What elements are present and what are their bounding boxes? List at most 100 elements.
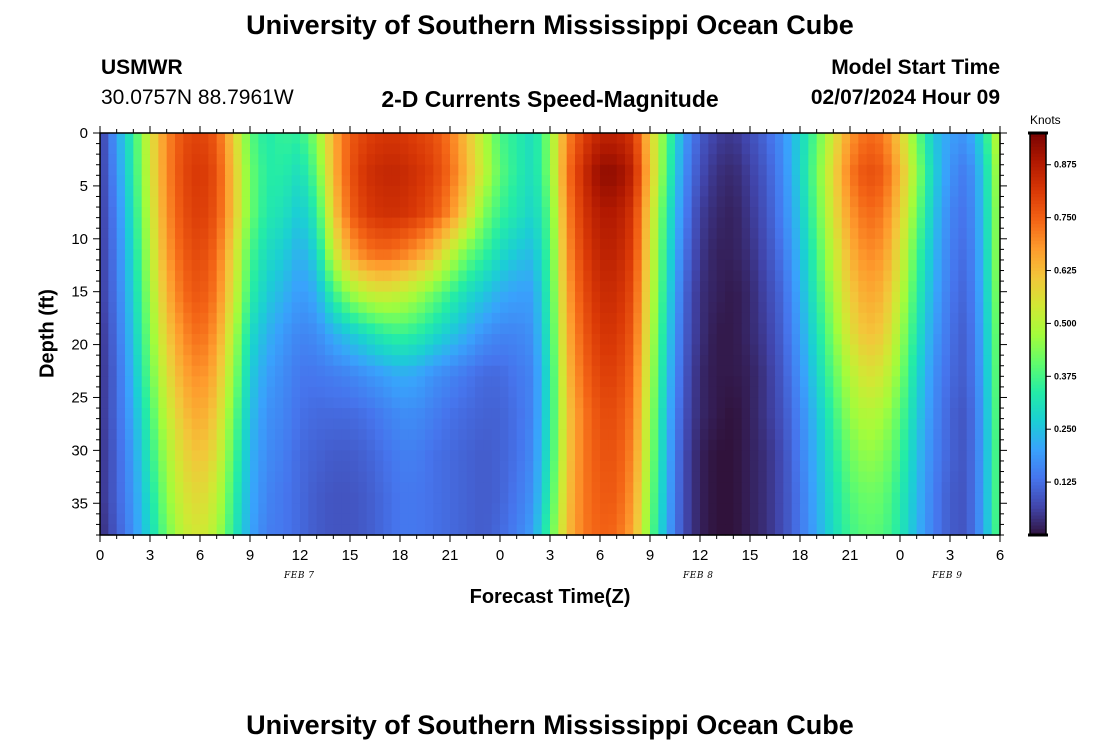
heatmap-cell bbox=[466, 133, 476, 145]
heatmap-cell bbox=[916, 492, 926, 504]
heatmap-cell bbox=[950, 460, 959, 473]
heatmap-cell bbox=[716, 439, 726, 451]
heatmap-cell bbox=[825, 408, 834, 420]
colorbar-swatch bbox=[1030, 411, 1046, 415]
heatmap-cell bbox=[383, 133, 393, 145]
heatmap-cell bbox=[375, 376, 384, 388]
x-tick-label: 6 bbox=[996, 547, 1004, 564]
heatmap-cell bbox=[966, 355, 976, 367]
heatmap-cell bbox=[533, 503, 543, 515]
heatmap-cell bbox=[150, 154, 159, 166]
heatmap-cell bbox=[516, 323, 526, 335]
heatmap-cell bbox=[966, 323, 976, 335]
heatmap-cell bbox=[325, 334, 334, 346]
heatmap-cell bbox=[908, 281, 918, 293]
heatmap-cell bbox=[766, 344, 776, 356]
heatmap-cell bbox=[491, 207, 501, 219]
heatmap-cell bbox=[783, 408, 793, 420]
heatmap-cell bbox=[166, 175, 176, 187]
heatmap-cell bbox=[641, 207, 651, 219]
heatmap-cell bbox=[500, 175, 509, 187]
heatmap-cell bbox=[125, 302, 134, 314]
heatmap-cell bbox=[566, 524, 576, 536]
heatmap-cell bbox=[675, 228, 684, 240]
heatmap-cell bbox=[133, 344, 143, 356]
heatmap-cell bbox=[566, 450, 576, 462]
heatmap-cell bbox=[991, 217, 1001, 229]
heatmap-cell bbox=[666, 175, 676, 187]
heatmap-cell bbox=[350, 291, 359, 303]
heatmap-cell bbox=[358, 492, 368, 504]
heatmap-cell bbox=[250, 471, 259, 483]
heatmap-cell bbox=[466, 143, 476, 155]
heatmap-cell bbox=[183, 365, 193, 377]
heatmap-cell bbox=[133, 471, 143, 483]
heatmap-cell bbox=[766, 249, 776, 261]
heatmap-cell bbox=[283, 259, 293, 272]
heatmap-cell bbox=[183, 386, 193, 399]
heatmap-cell bbox=[366, 429, 376, 441]
heatmap-cell bbox=[950, 334, 959, 346]
heatmap-cell bbox=[100, 460, 109, 473]
heatmap-cell bbox=[675, 482, 684, 494]
heatmap-cell bbox=[858, 217, 868, 229]
heatmap-cell bbox=[325, 418, 334, 430]
heatmap-cell bbox=[225, 418, 234, 430]
heatmap-cell bbox=[858, 344, 868, 356]
heatmap-cell bbox=[741, 185, 751, 198]
heatmap-cell bbox=[200, 418, 209, 430]
heatmap-cell bbox=[983, 312, 993, 325]
heatmap-cell bbox=[500, 524, 509, 536]
heatmap-cell bbox=[541, 513, 551, 526]
heatmap-cell bbox=[516, 281, 526, 293]
heatmap-cell bbox=[416, 281, 426, 293]
heatmap-cell bbox=[283, 312, 293, 325]
heatmap-cell bbox=[875, 482, 884, 494]
heatmap-cell bbox=[666, 302, 676, 314]
heatmap-cell bbox=[208, 408, 218, 420]
heatmap-cell bbox=[166, 270, 176, 282]
heatmap-cell bbox=[816, 513, 826, 526]
heatmap-cell bbox=[650, 334, 659, 346]
heatmap-cell bbox=[308, 460, 318, 473]
heatmap-cell bbox=[583, 175, 593, 187]
heatmap-cell bbox=[575, 291, 584, 303]
heatmap-cell bbox=[733, 207, 743, 219]
heatmap-cell bbox=[600, 196, 609, 208]
heatmap-cell bbox=[150, 418, 159, 430]
heatmap-cell bbox=[291, 471, 301, 483]
heatmap-cell bbox=[783, 175, 793, 187]
heatmap-cell bbox=[475, 185, 484, 198]
heatmap-cell bbox=[208, 365, 218, 377]
heatmap-cell bbox=[508, 302, 518, 314]
heatmap-cell bbox=[791, 175, 801, 187]
heatmap-cell bbox=[358, 143, 368, 155]
heatmap-cell bbox=[366, 238, 376, 250]
heatmap-cell bbox=[641, 471, 651, 483]
heatmap-cell bbox=[816, 302, 826, 314]
heatmap-cell bbox=[900, 259, 909, 272]
heatmap-cell bbox=[883, 259, 893, 272]
heatmap-cell bbox=[508, 281, 518, 293]
heatmap-cell bbox=[441, 196, 451, 208]
heatmap-cell bbox=[525, 259, 534, 272]
heatmap-cell bbox=[475, 460, 484, 473]
heatmap-cell bbox=[266, 196, 276, 208]
heatmap-cell bbox=[683, 376, 693, 388]
heatmap-cell bbox=[716, 228, 726, 240]
heatmap-cell bbox=[716, 503, 726, 515]
heatmap-cell bbox=[550, 154, 559, 166]
heatmap-cell bbox=[108, 228, 118, 240]
heatmap-cell bbox=[508, 238, 518, 250]
heatmap-cell bbox=[458, 439, 468, 451]
heatmap-cell bbox=[900, 281, 909, 293]
heatmap-cell bbox=[116, 238, 126, 250]
heatmap-cell bbox=[433, 323, 443, 335]
heatmap-cell bbox=[891, 185, 901, 198]
heatmap-cell bbox=[933, 365, 943, 377]
heatmap-cell bbox=[966, 376, 976, 388]
heatmap-cell bbox=[108, 482, 118, 494]
heatmap-cell bbox=[591, 259, 601, 272]
heatmap-cell bbox=[150, 270, 159, 282]
heatmap-cell bbox=[658, 397, 668, 409]
